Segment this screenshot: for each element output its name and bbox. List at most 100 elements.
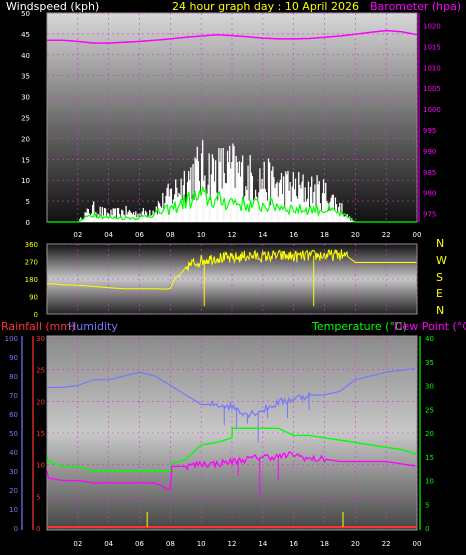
direction-tick-label: 0 [34,311,38,319]
dewpoint-axis-title: Dew Point (°C) [394,320,466,333]
chart-title: 24 hour graph day : 10 April 2026 [172,0,359,13]
humidity-panel-axes: 0 5 10 15 20 25 30 0 10 20 30 40 50 60 70 80 90 100 0 5 10 15… [5,335,434,533]
dewpoint-line [46,451,416,491]
humidity-x-tick-label: 10 [197,540,206,548]
temperature-axis-title: Temperature (°C) [311,320,407,333]
rainfall-tick-label: 25 [36,367,45,375]
windspeed-axis-title: Windspeed (kph) [6,0,99,13]
direction-tick-label: 270 [25,259,38,267]
wind-x-tick-label: 14 [258,231,267,239]
rainfall-axis-title: Rainfall (mm) [1,320,75,333]
barometer-tick-label: 980 [423,190,436,198]
humidity-tick-label: 0 [14,525,18,533]
temperature-tick-label: 25 [425,406,434,414]
humidity-x-tick-label: 06 [135,540,144,548]
rainfall-tick-label: 20 [36,398,45,406]
direction-panel-grid [47,243,418,315]
humidity-panel-grid [47,336,418,530]
direction-tick-label: 180 [25,276,38,284]
temperature-tick-label: 5 [425,501,429,509]
barometer-tick-label: 975 [423,211,436,219]
humidity-tick-label: 40 [9,449,18,457]
direction-tick-label: 360 [25,241,38,249]
humidity-tick-label: 30 [9,468,18,476]
humidity-x-tick-label: 08 [166,540,175,548]
rainfall-tick-label: 30 [36,335,45,343]
temperature-line [46,427,418,472]
temperature-tick-label: 30 [425,383,434,391]
windspeed-tick-label: 5 [26,198,30,206]
wind-direction-line [47,249,417,290]
wind-x-tick-label: 20 [351,231,360,239]
humidity-x-axis: 02 04 06 08 10 12 14 16 18 20 22 00 [73,540,421,548]
temperature-tick-label: 35 [425,359,434,367]
humidity-line [47,368,416,419]
wind-x-tick-label: 06 [135,231,144,239]
windspeed-tick-label: 20 [21,135,30,143]
humidity-tick-label: 70 [9,392,18,400]
humidity-x-tick-label: 00 [413,540,422,548]
wind-x-tick-label: 16 [289,231,298,239]
wind-x-tick-label: 04 [104,231,113,239]
humidity-tick-label: 100 [5,335,18,343]
windspeed-tick-label: 10 [21,177,30,185]
temperature-tick-label: 40 [425,335,434,343]
barometer-tick-label: 1000 [423,106,441,114]
direction-degree-axis: 0 90 180 270 360 [25,241,38,319]
barometer-series [47,29,418,44]
rainfall-tick-label: 5 [36,493,40,501]
humidity-x-tick-label: 04 [104,540,113,548]
wind-average-line [47,185,416,223]
windspeed-tick-label: 50 [21,10,30,18]
barometer-axis: 975 980 985 990 995 1000 1005 1010 1015 1020 [418,13,441,222]
temperature-tick-label: 10 [425,478,434,486]
barometer-tick-label: 1005 [423,85,441,93]
temperature-tick-label: 0 [425,525,429,533]
humidity-tick-label: 10 [9,506,18,514]
humidity-x-tick-label: 16 [289,540,298,548]
humidity-tick-label: 60 [9,411,18,419]
wind-x-tick-label: 10 [197,231,206,239]
humidity-panel-series [46,368,418,528]
humidity-x-tick-label: 22 [382,540,391,548]
compass-label: N [436,304,444,317]
windspeed-tick-label: 25 [21,115,30,123]
compass-label: W [436,254,447,267]
barometer-tick-label: 990 [423,148,436,156]
wind-x-axis: 02 04 06 08 10 12 14 16 18 20 22 00 [73,231,421,239]
wind-x-tick-label: 08 [166,231,175,239]
barometer-tick-label: 1020 [423,23,441,31]
windspeed-tick-label: 30 [21,94,30,102]
humidity-x-tick-label: 14 [258,540,267,548]
barometer-line [47,29,418,44]
humidity-x-tick-label: 02 [73,540,82,548]
rainfall-tick-label: 15 [36,430,45,438]
windspeed-tick-label: 35 [21,73,30,81]
humidity-x-tick-label: 12 [228,540,237,548]
humidity-tick-label: 50 [9,430,18,438]
humidity-tick-label: 80 [9,373,18,381]
direction-tick-label: 90 [29,294,38,302]
temperature-tick-label: 20 [425,430,434,438]
wind-series [47,140,416,223]
humidity-x-tick-label: 20 [351,540,360,548]
humidity-tick-label: 90 [9,354,18,362]
wind-x-tick-label: 18 [320,231,329,239]
wind-x-tick-label: 22 [382,231,391,239]
barometer-tick-label: 1010 [423,64,441,72]
windspeed-tick-label: 15 [21,156,30,164]
barometer-tick-label: 995 [423,127,436,135]
windspeed-tick-label: 0 [26,219,30,227]
wind-x-tick-label: 12 [228,231,237,239]
barometer-axis-title: Barometer (hpa) [370,0,461,13]
windspeed-tick-label: 45 [21,31,30,39]
compass-label: E [436,287,443,300]
windspeed-tick-label: 40 [21,52,30,60]
temperature-tick-label: 15 [425,454,434,462]
rainfall-tick-label: 10 [36,462,45,470]
windspeed-axis: 0 5 10 15 20 25 30 35 40 45 50 [21,10,30,227]
rainfall-tick-label: 0 [36,525,40,533]
wind-x-tick-label: 00 [413,231,422,239]
